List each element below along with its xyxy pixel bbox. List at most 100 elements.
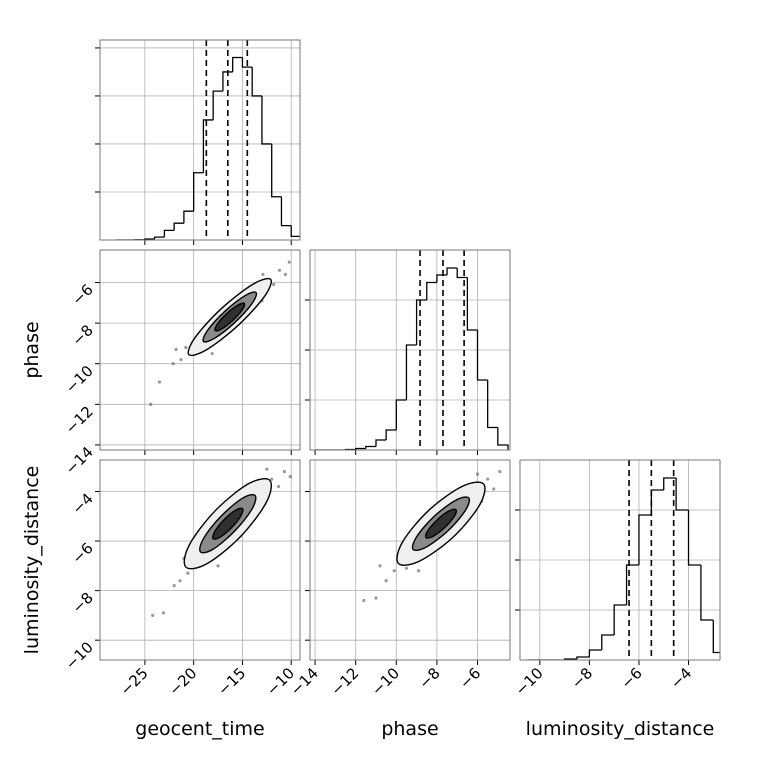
histogram-step: [375, 439, 387, 447]
sample-point: [492, 487, 496, 491]
sample-point: [178, 579, 182, 583]
panel-frame: [99, 39, 301, 241]
sample-point: [384, 579, 388, 583]
sample-point: [265, 467, 269, 471]
histogram-step: [173, 222, 184, 231]
histogram-step: [576, 656, 590, 659]
x-axis-label: phase: [381, 718, 438, 740]
contour: [212, 507, 244, 540]
histogram-step: [588, 649, 602, 657]
sample-point: [378, 564, 382, 568]
histogram-step: [241, 57, 253, 68]
histogram-step: [395, 399, 407, 430]
sample-point: [417, 569, 421, 573]
panel: [100, 40, 300, 240]
histogram-step: [466, 277, 478, 331]
histogram-step: [212, 90, 223, 120]
x-tick-label: −10: [368, 664, 403, 699]
x-tick-label: −6: [456, 664, 484, 692]
histogram-step: [261, 95, 272, 145]
x-tick-label: −14: [287, 664, 322, 699]
sample-point: [475, 472, 480, 476]
contour: [214, 302, 246, 332]
sample-point: [288, 475, 292, 479]
sample-point: [151, 613, 155, 617]
histogram-step: [638, 514, 652, 565]
histogram-step: [487, 380, 498, 429]
sample-point: [174, 347, 178, 352]
histogram-step: [222, 71, 233, 92]
panel-frame: [309, 249, 511, 451]
y-tick-label: −14: [62, 443, 97, 478]
histogram-step: [625, 564, 639, 605]
sample-point: [270, 477, 274, 481]
histogram-step: [202, 119, 214, 173]
histogram-step: [476, 330, 488, 381]
y-axis-label: phase: [21, 321, 43, 378]
contour: [424, 508, 458, 539]
panel: [100, 460, 300, 660]
histogram-step: [251, 67, 262, 97]
panel: [520, 460, 720, 660]
sample-point: [161, 611, 166, 615]
x-tick-label: −15: [214, 664, 249, 699]
histogram-step: [687, 510, 701, 566]
histogram-step: [405, 344, 417, 400]
sample-point: [216, 564, 220, 568]
sample-point: [171, 362, 175, 366]
histogram-step: [232, 56, 243, 72]
sample-point: [149, 402, 153, 406]
panel-frame: [309, 459, 511, 661]
x-axis-label: geocent_time: [135, 718, 264, 740]
histogram-step: [601, 634, 615, 650]
sample-point: [498, 470, 502, 474]
histogram-step: [153, 236, 165, 240]
sample-point: [184, 345, 188, 350]
histogram-step: [426, 281, 437, 300]
y-tick-label: −10: [62, 362, 97, 397]
sample-point: [404, 566, 409, 570]
sample-point: [276, 484, 281, 489]
y-axis-label: luminosity_distance: [21, 466, 43, 655]
histogram-step: [365, 445, 376, 449]
histogram-step: [355, 447, 366, 450]
x-tick-label: −4: [667, 664, 695, 692]
histogram-step: [183, 210, 194, 224]
sample-point: [282, 470, 286, 474]
panel-frame: [99, 459, 301, 661]
sample-point: [362, 598, 366, 603]
x-tick-label: −12: [327, 664, 362, 699]
panel: [100, 250, 300, 450]
y-tick-label: −4: [68, 490, 96, 518]
x-tick-label: −10: [512, 664, 547, 699]
y-tick-label: −12: [62, 402, 97, 437]
sample-point: [172, 584, 176, 588]
panel-frame: [99, 249, 301, 451]
histogram-step: [613, 604, 627, 635]
y-tick-label: −8: [68, 321, 96, 349]
sample-point: [277, 268, 282, 272]
sample-point: [272, 282, 276, 287]
histogram-step: [271, 143, 282, 198]
sample-point: [179, 358, 183, 362]
sample-point: [186, 571, 190, 575]
y-tick-label: −10: [62, 638, 97, 673]
histogram-step: [650, 489, 664, 515]
sample-point: [261, 272, 265, 276]
histogram-step: [700, 565, 714, 621]
x-axis-label: luminosity_distance: [526, 718, 715, 740]
histogram-step: [663, 477, 677, 490]
panel-frame: [519, 459, 721, 661]
x-tick-label: −20: [165, 664, 200, 699]
y-tick-label: −6: [68, 281, 96, 309]
histogram-step: [193, 172, 204, 212]
histogram-step: [280, 196, 292, 227]
sample-point: [486, 477, 490, 481]
histogram-step: [497, 427, 509, 450]
y-tick-label: −8: [68, 589, 96, 617]
x-tick-label: −6: [617, 664, 645, 692]
histogram-step: [456, 268, 468, 279]
x-tick-label: −8: [568, 664, 596, 692]
sample-point: [157, 380, 162, 384]
